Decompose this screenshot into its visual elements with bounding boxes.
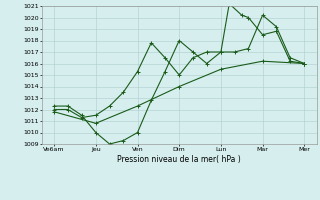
X-axis label: Pression niveau de la mer( hPa ): Pression niveau de la mer( hPa )	[117, 155, 241, 164]
